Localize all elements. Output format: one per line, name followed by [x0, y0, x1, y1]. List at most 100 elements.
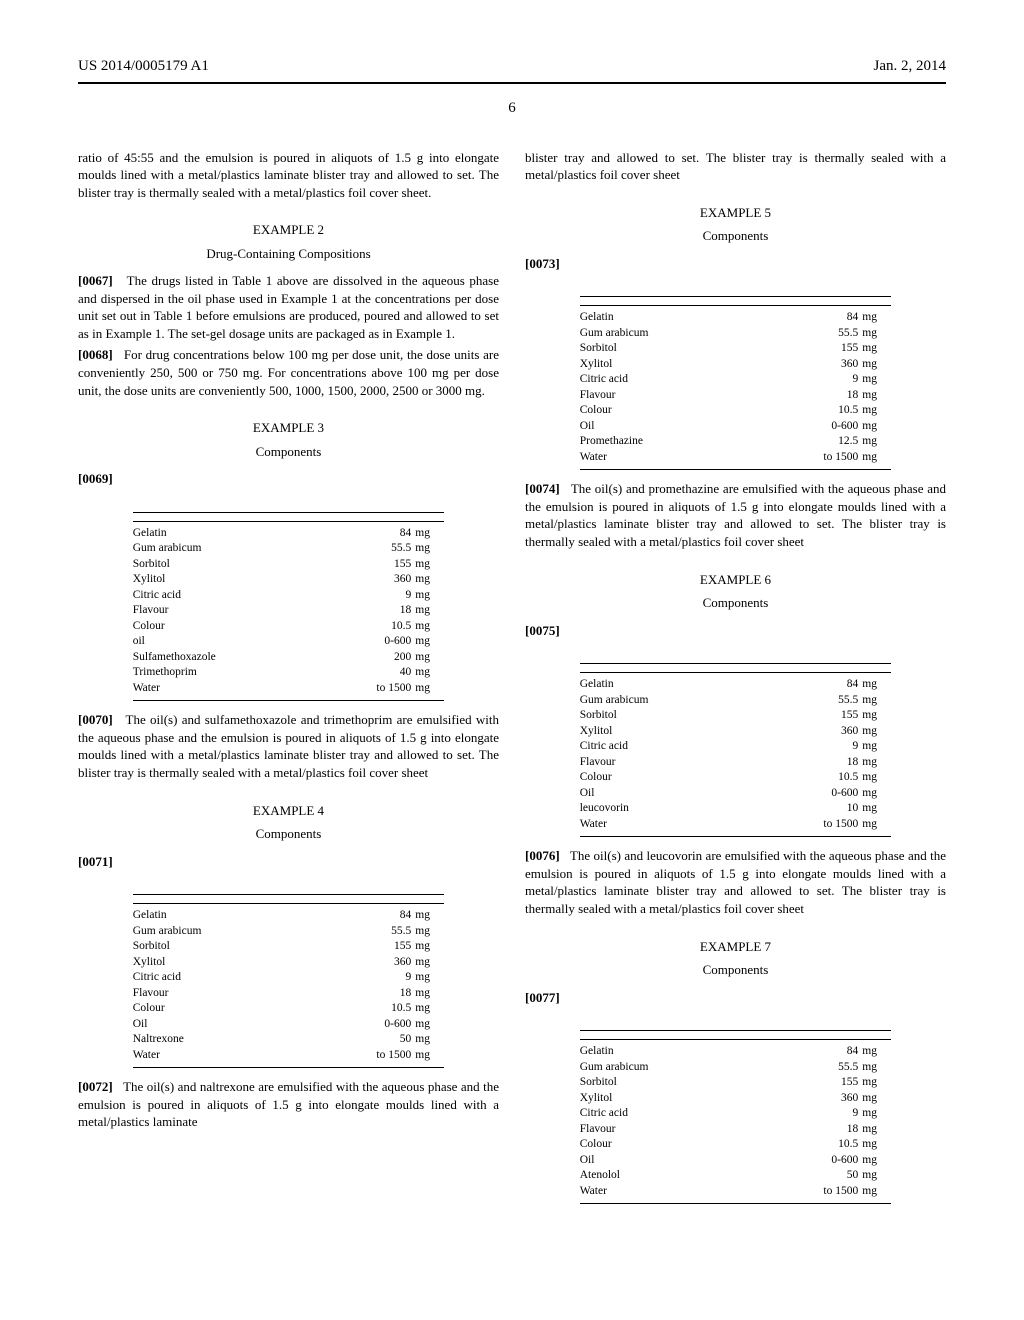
- component-name: Trimethoprim: [133, 665, 307, 681]
- component-name: Gum arabicum: [580, 693, 754, 709]
- component-unit: mg: [862, 326, 891, 342]
- component-unit: mg: [862, 310, 891, 326]
- component-value: 360: [754, 724, 862, 740]
- table-row: Flavour18mg: [580, 388, 892, 404]
- component-value: 155: [307, 557, 415, 573]
- component-name: Gum arabicum: [580, 1060, 754, 1076]
- table-row: Xylitol360mg: [580, 724, 892, 740]
- component-name: Sorbitol: [133, 557, 307, 573]
- table-row: Oil0-600mg: [133, 1017, 445, 1033]
- paragraph-0071-number: [0071]: [78, 853, 499, 871]
- paragraph-0067: [0067] The drugs listed in Table 1 above…: [78, 272, 499, 342]
- table-row: oil0-600mg: [133, 634, 445, 650]
- paragraph-0075-number: [0075]: [525, 622, 946, 640]
- component-value: 0-600: [754, 786, 862, 802]
- example-3-table: Gelatin84mgGum arabicum55.5mgSorbitol155…: [133, 512, 445, 702]
- component-unit: mg: [862, 770, 891, 786]
- table-row: Gum arabicum55.5mg: [133, 924, 445, 940]
- component-value: 40: [307, 665, 415, 681]
- component-name: Citric acid: [580, 739, 754, 755]
- table-row: Sorbitol155mg: [580, 1075, 892, 1091]
- component-name: Atenolol: [580, 1168, 754, 1184]
- component-value: 84: [307, 526, 415, 542]
- table-row: Colour10.5mg: [133, 619, 445, 635]
- component-name: Citric acid: [133, 588, 307, 604]
- component-unit: mg: [415, 939, 444, 955]
- table-row: Gelatin84mg: [133, 526, 445, 542]
- table-row: Xylitol360mg: [133, 572, 445, 588]
- component-name: Citric acid: [580, 372, 754, 388]
- component-name: Colour: [580, 770, 754, 786]
- table-row: Oil0-600mg: [580, 786, 892, 802]
- component-unit: mg: [862, 1044, 891, 1060]
- component-name: Water: [580, 1184, 754, 1200]
- component-name: Colour: [580, 403, 754, 419]
- component-unit: mg: [415, 588, 444, 604]
- component-value: 10.5: [754, 770, 862, 786]
- component-value: 10.5: [754, 403, 862, 419]
- component-name: Colour: [133, 619, 307, 635]
- component-value: to 1500: [754, 817, 862, 833]
- table-row: Gum arabicum55.5mg: [133, 541, 445, 557]
- paragraph-text: For drug concentrations below 100 mg per…: [78, 347, 499, 397]
- component-name: Oil: [580, 786, 754, 802]
- table-row: Gelatin84mg: [580, 677, 892, 693]
- component-unit: mg: [862, 755, 891, 771]
- component-unit: mg: [415, 908, 444, 924]
- page-number: 6: [78, 98, 946, 118]
- component-unit: mg: [862, 1106, 891, 1122]
- component-name: Gelatin: [580, 677, 754, 693]
- component-value: 360: [307, 572, 415, 588]
- table-row: Waterto 1500mg: [133, 1048, 445, 1064]
- paragraph-number: [0068]: [78, 347, 113, 362]
- component-name: Water: [580, 450, 754, 466]
- example-5-title: EXAMPLE 5: [525, 204, 946, 222]
- paragraph-number: [0067]: [78, 273, 113, 288]
- component-unit: mg: [415, 924, 444, 940]
- component-value: 84: [754, 1044, 862, 1060]
- component-value: 18: [307, 986, 415, 1002]
- two-column-body: ratio of 45:55 and the emulsion is poure…: [78, 149, 946, 1215]
- component-unit: mg: [415, 955, 444, 971]
- paragraph-0074: [0074] The oil(s) and promethazine are e…: [525, 480, 946, 550]
- paragraph-0070: [0070] The oil(s) and sulfamethoxazole a…: [78, 711, 499, 781]
- table-row: Promethazine12.5mg: [580, 434, 892, 450]
- table-row: Citric acid9mg: [580, 372, 892, 388]
- component-name: Flavour: [133, 986, 307, 1002]
- table-row: Oil0-600mg: [580, 1153, 892, 1169]
- example-6-title: EXAMPLE 6: [525, 571, 946, 589]
- component-name: Gelatin: [580, 310, 754, 326]
- component-value: 55.5: [754, 693, 862, 709]
- component-unit: mg: [415, 970, 444, 986]
- component-name: leucovorin: [580, 801, 754, 817]
- component-value: 9: [754, 372, 862, 388]
- component-unit: mg: [862, 357, 891, 373]
- component-name: Water: [133, 681, 307, 697]
- component-name: Gum arabicum: [133, 541, 307, 557]
- component-unit: mg: [862, 817, 891, 833]
- component-unit: mg: [862, 801, 891, 817]
- paragraph-number: [0076]: [525, 848, 560, 863]
- component-unit: mg: [862, 708, 891, 724]
- table-row: Gelatin84mg: [133, 908, 445, 924]
- paragraph-0073-number: [0073]: [525, 255, 946, 273]
- table-row: Xylitol360mg: [133, 955, 445, 971]
- component-unit: mg: [862, 1075, 891, 1091]
- component-unit: mg: [415, 1017, 444, 1033]
- table-row: Oil0-600mg: [580, 419, 892, 435]
- example-7-subtitle: Components: [525, 961, 946, 979]
- example-4-table: Gelatin84mgGum arabicum55.5mgSorbitol155…: [133, 894, 445, 1068]
- component-name: Xylitol: [133, 955, 307, 971]
- right-column: blister tray and allowed to set. The bli…: [525, 149, 946, 1215]
- component-unit: mg: [415, 681, 444, 697]
- component-value: 155: [754, 1075, 862, 1091]
- example-2-subtitle: Drug-Containing Compositions: [78, 245, 499, 263]
- table-row: Citric acid9mg: [133, 588, 445, 604]
- example-4-title: EXAMPLE 4: [78, 802, 499, 820]
- component-name: Sorbitol: [133, 939, 307, 955]
- table-row: Xylitol360mg: [580, 357, 892, 373]
- component-name: Gelatin: [133, 526, 307, 542]
- component-value: 10: [754, 801, 862, 817]
- component-name: Xylitol: [580, 357, 754, 373]
- component-name: Sorbitol: [580, 1075, 754, 1091]
